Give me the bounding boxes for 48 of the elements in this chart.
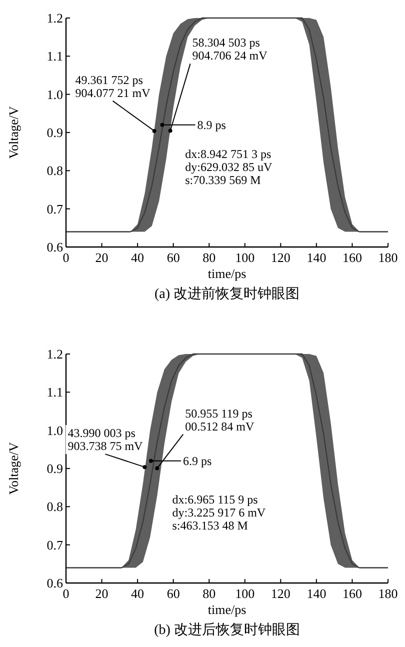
annotation: 58.304 503 ps 904.706 24 mV xyxy=(192,36,268,63)
annotation: 8.9 ps xyxy=(197,118,226,132)
y-axis-title: Voltage/V xyxy=(6,106,21,159)
y-tick-label: 0.9 xyxy=(46,461,63,476)
y-axis-title: Voltage/V xyxy=(6,442,21,495)
annotation: dx:8.942 751 3 ps dy:629.032 85 uV s:70.339 569 M xyxy=(185,147,272,188)
annotation: 49.361 752 ps 904.077 21 mV xyxy=(75,72,151,100)
annotation: dx:6.965 115 9 ps dy:3.225 917 6 mV s:463.153 48 M xyxy=(172,492,266,532)
x-tick-label: 180 xyxy=(378,250,398,265)
x-tick-label: 120 xyxy=(270,250,290,265)
annotation: 50.955 119 ps 00.512 84 mV xyxy=(185,406,254,434)
y-tick-label: 0.7 xyxy=(46,201,64,216)
text: (b) 改进后恢复时钟眼图 xyxy=(154,622,300,638)
y-tick-label: 1.0 xyxy=(46,86,63,102)
x-axis-title: time/ps xyxy=(208,602,246,617)
x-tick-label: 60 xyxy=(166,250,180,265)
x-tick-label: 20 xyxy=(95,586,108,601)
x-axis-title: time/ps xyxy=(208,266,246,281)
y-tick-label: 0.8 xyxy=(46,499,63,514)
x-tick-label: 80 xyxy=(202,250,216,265)
y-tick-label: 0.8 xyxy=(46,163,63,178)
y-tick-label: 1.1 xyxy=(46,48,63,64)
x-tick-label: 100 xyxy=(235,586,255,601)
x-tick-label: 60 xyxy=(166,586,180,601)
y-tick-label: 1.2 xyxy=(46,10,63,26)
y-tick-label: 1.1 xyxy=(46,384,63,400)
x-tick-label: 40 xyxy=(131,250,144,265)
x-tick-label: 0 xyxy=(62,586,70,601)
x-tick-label: 20 xyxy=(95,250,108,265)
x-tick-label: 180 xyxy=(378,586,398,601)
x-tick-label: 160 xyxy=(342,586,362,601)
annotation: 43.990 003 ps 903.738 75 mV xyxy=(68,426,144,454)
x-tick-label: 40 xyxy=(131,586,144,601)
x-tick-label: 140 xyxy=(306,250,326,265)
x-tick-label: 120 xyxy=(270,586,290,601)
text: (a) 改进前恢复时钟眼图 xyxy=(154,286,300,302)
y-tick-label: 1.2 xyxy=(46,346,63,362)
x-tick-label: 80 xyxy=(202,586,216,601)
y-tick-label: 0.7 xyxy=(46,537,64,552)
annotation: 6.9 ps xyxy=(182,454,212,468)
x-tick-label: 100 xyxy=(235,250,255,265)
x-tick-label: 140 xyxy=(306,586,326,601)
y-tick-label: 0.9 xyxy=(46,125,63,140)
y-tick-label: 0.6 xyxy=(46,240,64,254)
y-tick-label: 0.6 xyxy=(46,576,64,590)
x-tick-label: 160 xyxy=(342,250,362,265)
y-tick-label: 1.0 xyxy=(46,422,63,438)
x-tick-label: 0 xyxy=(62,250,70,265)
